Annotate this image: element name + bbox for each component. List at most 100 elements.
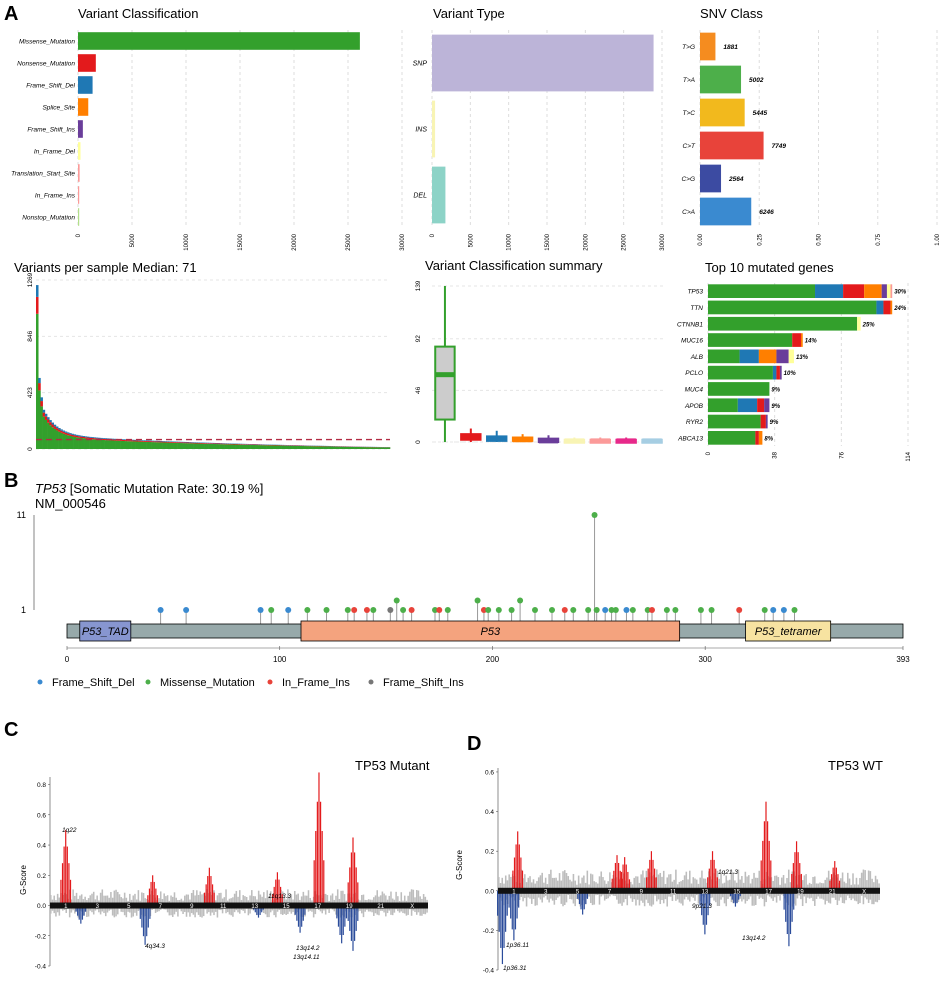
bar: [195, 443, 198, 444]
bar: [224, 444, 227, 449]
bar: [246, 445, 249, 449]
del-peak: [298, 906, 299, 927]
tick-label: 38: [773, 451, 779, 458]
bar: [363, 447, 366, 449]
bar: [302, 446, 305, 449]
lollipop-head: [570, 607, 576, 613]
bar: [45, 416, 48, 420]
bar: [155, 441, 158, 442]
amp-bar: [863, 870, 865, 891]
del-peak: [499, 891, 500, 932]
bar: [180, 442, 183, 443]
amp-peak: [315, 831, 316, 906]
bar: [149, 441, 152, 442]
pct-label: 9%: [771, 404, 780, 410]
bar: [178, 442, 181, 443]
legend-swatch: [146, 680, 151, 685]
bar: [56, 426, 59, 428]
bar: [49, 425, 52, 449]
tick-label: 25000: [346, 233, 352, 250]
bar: [85, 437, 88, 438]
bar: [251, 444, 254, 445]
bar: [140, 442, 143, 449]
bar: [355, 447, 358, 449]
amp-peak: [833, 868, 834, 891]
tick-label: 92: [415, 335, 422, 343]
bar: [129, 440, 132, 441]
bar: [162, 442, 165, 449]
tick-label: 300: [698, 655, 712, 664]
bar: [228, 444, 231, 445]
amp-peak: [212, 884, 213, 905]
amp-bar: [564, 870, 566, 891]
bar-segment: [776, 350, 788, 364]
lollipop-head: [594, 607, 600, 613]
amp-peak: [761, 860, 762, 890]
bar-segment: [708, 350, 740, 364]
del-peak: [341, 906, 342, 944]
bar-segment: [792, 333, 801, 347]
bar: [206, 443, 209, 444]
bar-segment: [890, 301, 892, 315]
bar-segment: [740, 350, 759, 364]
bar: [82, 438, 85, 449]
category-label: Missense_Mutation: [19, 39, 75, 46]
bar: [47, 423, 50, 449]
pct-label: 30%: [894, 290, 907, 296]
title-tp53-wt: TP53 WT: [828, 758, 883, 773]
bar: [140, 441, 143, 442]
bar: [700, 165, 721, 193]
gene-label: PCLO: [685, 370, 703, 377]
bar: [253, 444, 256, 445]
bar: [109, 440, 112, 449]
panel-label-a: A: [4, 3, 18, 25]
bar: [71, 435, 74, 437]
amp-bar: [550, 870, 552, 891]
bar: [350, 447, 353, 449]
lollipop-head: [613, 607, 619, 613]
bar: [65, 433, 68, 435]
amp-peak: [314, 860, 315, 905]
bar: [65, 432, 68, 433]
pct-label: 24%: [893, 306, 907, 312]
chromosome-label: X: [862, 889, 866, 895]
bar: [295, 446, 298, 449]
amp-peak: [207, 876, 208, 905]
amp-peak: [648, 869, 649, 891]
bar: [282, 446, 285, 449]
bar: [142, 440, 145, 441]
bar: [204, 443, 207, 444]
bar: [80, 437, 83, 438]
bar: [40, 401, 43, 406]
bar: [700, 198, 751, 226]
bar-segment: [773, 366, 777, 380]
category-label: In_Frame_Ins: [35, 193, 76, 200]
bar: [51, 427, 54, 449]
bar: [235, 445, 238, 449]
category-label: T>G: [682, 44, 695, 51]
bar: [98, 440, 101, 449]
median-bar: [591, 438, 610, 443]
category-label: Frame_Shift_Ins: [27, 127, 75, 134]
del-peak: [515, 891, 516, 930]
tick-label: 1269: [27, 272, 34, 287]
bar: [271, 445, 274, 449]
bar-segment: [876, 301, 883, 315]
bar: [297, 446, 300, 449]
lollipop-head: [345, 607, 351, 613]
tick-label: 5000: [468, 233, 474, 247]
bar: [432, 35, 654, 92]
tick-label: 0.4: [37, 843, 46, 850]
bar: [200, 443, 203, 444]
bar: [202, 444, 205, 449]
lollipop-head: [664, 607, 670, 613]
amp-peak: [514, 858, 515, 891]
tick-label: 0.0: [37, 903, 46, 910]
amp-peak: [356, 867, 357, 905]
bar-segment: [708, 415, 761, 429]
domain-label: P53: [481, 626, 501, 638]
bar-segment: [759, 350, 777, 364]
amp-peak: [793, 863, 794, 891]
bar: [155, 442, 158, 449]
